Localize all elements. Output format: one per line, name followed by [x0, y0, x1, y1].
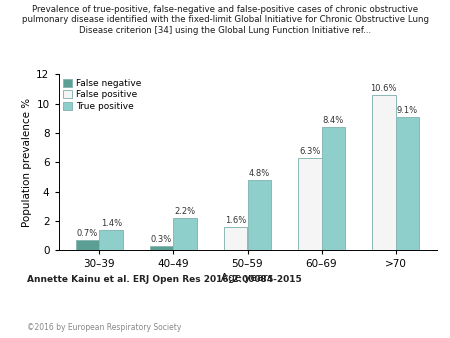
Text: 6.3%: 6.3%: [299, 147, 320, 156]
Text: 0.7%: 0.7%: [77, 229, 98, 238]
Text: 10.6%: 10.6%: [370, 84, 397, 93]
Bar: [173, 218, 197, 250]
Legend: False negative, False positive, True positive: False negative, False positive, True pos…: [63, 79, 141, 111]
Text: 1.4%: 1.4%: [101, 219, 122, 228]
Y-axis label: Population prevalence %: Population prevalence %: [22, 98, 32, 227]
Text: 1.6%: 1.6%: [225, 216, 246, 225]
Bar: [76, 240, 99, 250]
Text: 8.4%: 8.4%: [323, 116, 344, 125]
Text: 9.1%: 9.1%: [397, 106, 418, 115]
X-axis label: Age years: Age years: [221, 273, 274, 283]
Bar: [150, 246, 173, 250]
Text: ©2016 by European Respiratory Society: ©2016 by European Respiratory Society: [27, 323, 181, 332]
Bar: [372, 95, 396, 250]
Bar: [322, 127, 345, 250]
Text: Annette Kainu et al. ERJ Open Res 2016;2:00084-2015: Annette Kainu et al. ERJ Open Res 2016;2…: [27, 275, 302, 285]
Text: 4.8%: 4.8%: [249, 169, 270, 178]
Text: Prevalence of true-positive, false-negative and false-positive cases of chronic : Prevalence of true-positive, false-negat…: [22, 5, 428, 35]
Bar: [224, 227, 248, 250]
Text: 0.3%: 0.3%: [151, 235, 172, 244]
Bar: [248, 180, 271, 250]
Bar: [99, 230, 123, 250]
Text: 2.2%: 2.2%: [175, 207, 196, 216]
Bar: [396, 117, 419, 250]
Bar: [298, 158, 322, 250]
